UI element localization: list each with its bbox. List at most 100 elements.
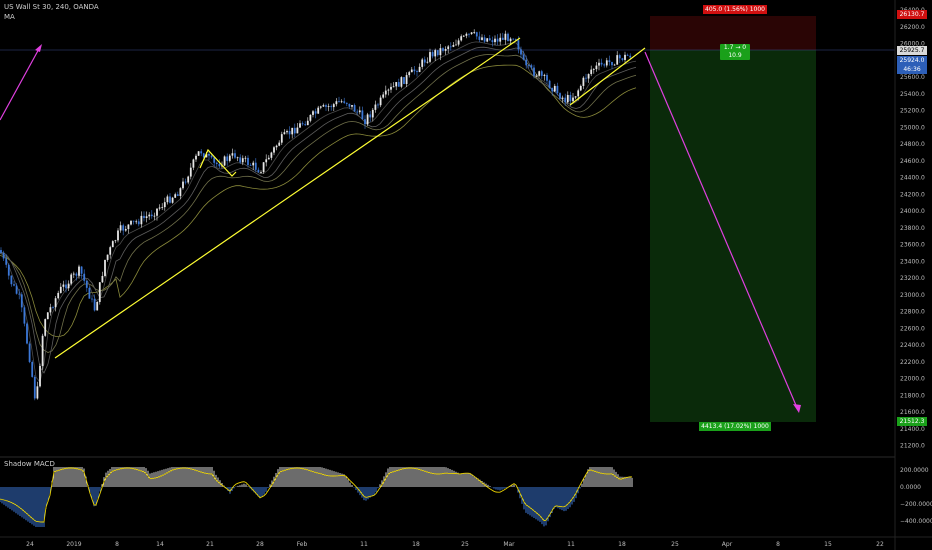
price-tick-label: 23800.0 — [900, 225, 925, 232]
candle-body — [413, 69, 416, 72]
position-zones[interactable] — [650, 16, 816, 422]
candle-body — [309, 114, 312, 121]
candle-body — [28, 343, 31, 362]
price-tick-label: 25000.0 — [900, 124, 925, 131]
candle-body — [353, 105, 356, 112]
candle-body — [317, 107, 320, 114]
candle-body — [429, 52, 431, 62]
candle-body — [135, 221, 138, 223]
arrow-down[interactable] — [644, 51, 799, 411]
candle-body — [218, 164, 221, 167]
candle-body — [587, 74, 590, 79]
candle-body — [629, 55, 632, 58]
candle-body — [52, 307, 54, 309]
candle-body — [59, 286, 62, 293]
price-tick-label: 24800.0 — [900, 141, 925, 148]
candle-body — [384, 90, 387, 95]
candle-body — [569, 94, 572, 102]
candle-body — [145, 216, 148, 218]
trendline-main[interactable] — [54, 37, 521, 359]
candle-body — [189, 167, 192, 177]
candle-body — [213, 157, 216, 163]
candle-body — [473, 32, 476, 33]
candle-body — [548, 80, 551, 88]
candle-body — [501, 37, 504, 40]
candle-body — [288, 131, 291, 135]
moving-average-line — [0, 46, 637, 374]
candle-body — [2, 252, 5, 259]
price-tick-label: 25400.0 — [900, 91, 925, 98]
target-price-tag[interactable]: 26130.7 — [897, 10, 927, 19]
candle-body — [46, 312, 49, 320]
arrow-up[interactable] — [0, 46, 41, 121]
macd-indicator-label[interactable]: Shadow MACD — [4, 460, 55, 468]
candle-body — [616, 55, 619, 65]
ratio-line-2: 10.9 — [728, 52, 742, 59]
candle-body — [600, 62, 603, 65]
candle-body — [447, 46, 450, 50]
candle-body — [166, 196, 169, 203]
bid-price-tag[interactable]: 25924.0 — [897, 56, 927, 65]
candle-body — [62, 284, 65, 287]
candle-body — [124, 229, 127, 231]
candle-body — [57, 292, 60, 299]
arrow-up-head — [35, 44, 42, 52]
candle-body — [70, 274, 73, 284]
candle-body — [340, 101, 343, 103]
candle-body — [533, 67, 535, 76]
current-price-tag[interactable]: 25925.7 — [897, 46, 927, 55]
candle-body — [72, 273, 75, 275]
candle-body — [361, 110, 364, 120]
reward-label[interactable]: 4413.4 (17.02%) 1000 — [699, 422, 771, 431]
macd-axis[interactable]: 200.0000 0.0000 −200.0000 −400.0000 — [900, 467, 932, 525]
candle-body — [91, 298, 93, 300]
candle-body — [80, 266, 83, 274]
candle-body — [171, 197, 174, 203]
candle-body — [148, 214, 151, 217]
candle-body — [338, 101, 340, 103]
trendline-flag[interactable] — [199, 148, 237, 177]
candle-body — [408, 72, 411, 76]
risk-label[interactable]: 405.0 (1.56%) 1000 — [703, 5, 767, 14]
time-axis[interactable]: 24 2019 8 14 21 28 Feb 11 18 25 Mar 11 18 25 Apr 8 15 22 — [26, 541, 884, 548]
candle-body — [351, 105, 353, 107]
candlesticks[interactable] — [0, 29, 632, 401]
ratio-label[interactable]: 1.7 → 0 10.9 — [720, 44, 750, 60]
candle-body — [127, 224, 130, 230]
stop-price-tag[interactable]: 21512.3 — [897, 417, 927, 426]
symbol-title[interactable]: US Wall St 30, 240, OANDA — [4, 3, 99, 11]
drawings[interactable] — [0, 37, 801, 413]
macd-pane[interactable] — [0, 467, 633, 527]
candle-body — [197, 151, 200, 156]
candle-body — [85, 280, 88, 288]
candle-body — [574, 96, 577, 98]
price-tick-label: 26000.0 — [900, 41, 925, 48]
candle-body — [397, 82, 400, 87]
candle-body — [551, 87, 554, 92]
candle-body — [507, 33, 509, 42]
candle-body — [621, 58, 624, 60]
price-tick-label: 22200.0 — [900, 359, 925, 366]
moving-average-line — [0, 64, 637, 337]
trendline-lower[interactable] — [569, 47, 646, 106]
time-tick-label: 28 — [256, 541, 264, 548]
price-tick-label: 25600.0 — [900, 74, 925, 81]
candle-body — [26, 323, 28, 344]
candle-body — [423, 59, 426, 63]
candle-body — [54, 298, 57, 308]
candle-body — [286, 131, 288, 133]
time-tick-label: 18 — [618, 541, 626, 548]
ma-indicator-label[interactable]: MA — [4, 13, 15, 21]
candle-body — [44, 319, 47, 336]
candle-body — [436, 50, 439, 56]
candle-body — [200, 151, 203, 154]
time-tick-label: Apr — [722, 541, 733, 548]
candle-body — [291, 127, 294, 135]
candle-body — [556, 85, 559, 94]
candle-body — [75, 273, 78, 276]
candle-body — [0, 250, 2, 253]
profit-zone[interactable] — [650, 50, 816, 422]
price-tick-label: 21800.0 — [900, 392, 925, 399]
candle-body — [377, 104, 379, 106]
